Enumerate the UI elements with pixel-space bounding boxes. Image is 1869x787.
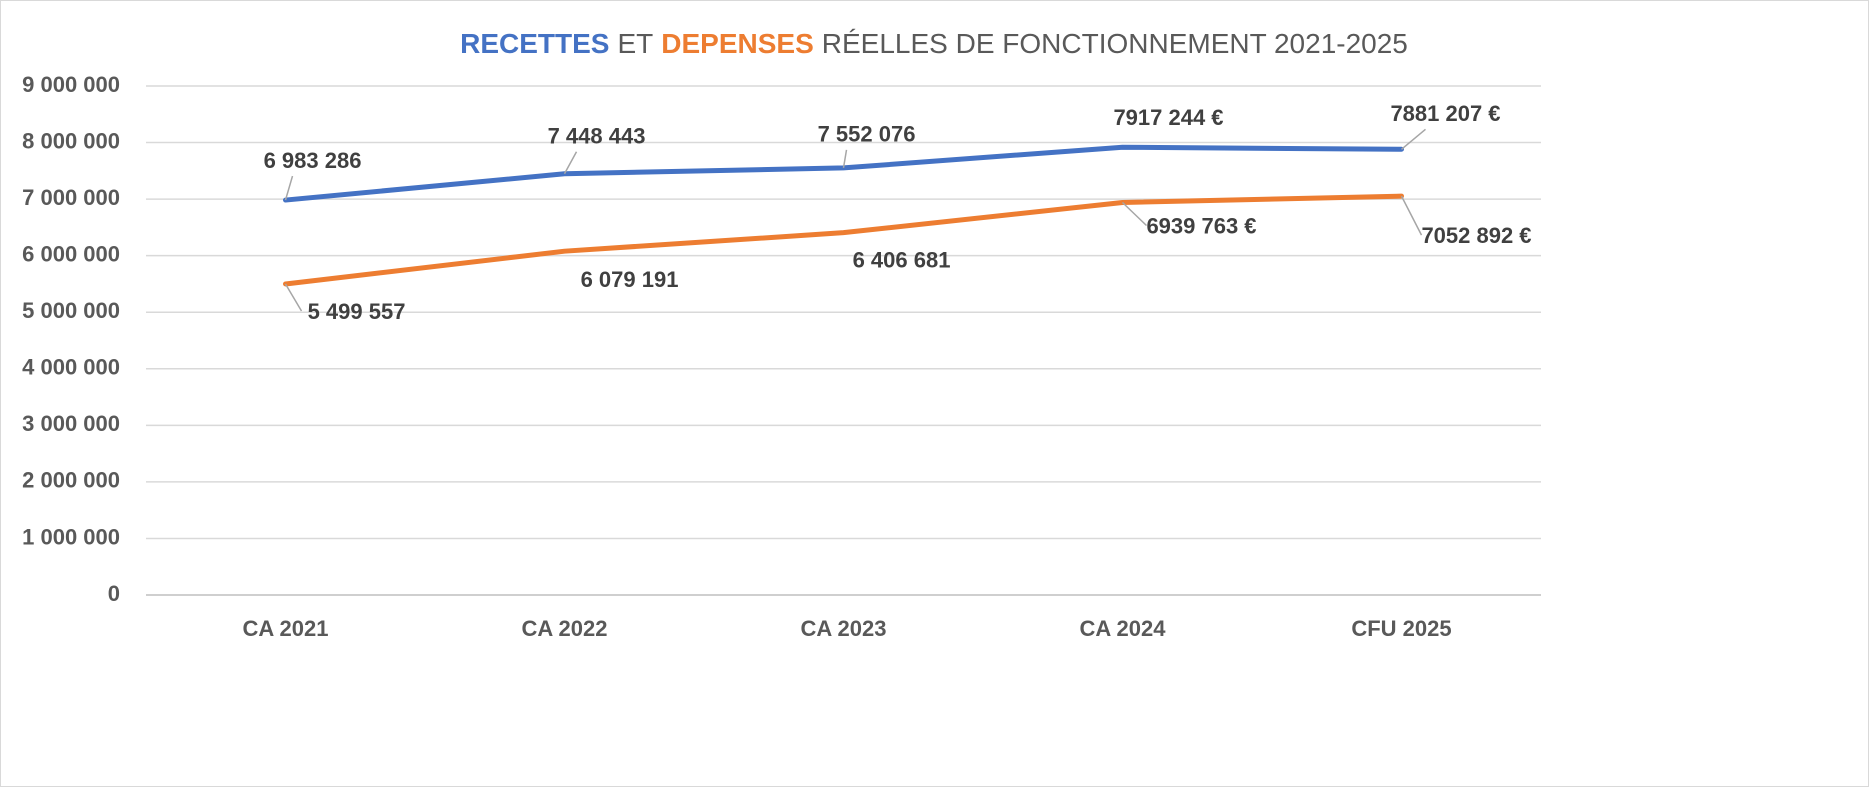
data-label: 7052 892 € (1421, 223, 1531, 248)
leader-line (842, 149, 848, 169)
y-tick-label: 6 000 000 (22, 241, 120, 266)
leader-line (284, 283, 303, 312)
data-label: 6939 763 € (1146, 213, 1256, 238)
leader-line (1401, 128, 1426, 150)
y-tick-label: 7 000 000 (22, 185, 120, 210)
data-label: 7 448 443 (548, 124, 646, 149)
line (283, 193, 1404, 287)
data-label: 6 983 286 (264, 148, 362, 173)
title-part: ET (617, 28, 653, 59)
y-tick-label: 2 000 000 (22, 468, 120, 493)
title-part: DEPENSES (661, 28, 814, 59)
data-label: 7917 244 € (1113, 105, 1223, 130)
leader-line (563, 151, 578, 175)
leader-line (1400, 195, 1423, 236)
y-tick-label: 8 000 000 (22, 128, 120, 153)
y-tick-label: 3 000 000 (22, 411, 120, 436)
x-tick-label: CA 2023 (800, 616, 886, 641)
title-part: RÉELLES DE FONCTIONNEMENT 2021-2025 (822, 28, 1408, 59)
data-label: 7 552 076 (818, 122, 916, 147)
y-tick-label: 9 000 000 (22, 72, 120, 97)
x-tick-label: CFU 2025 (1351, 616, 1451, 641)
leader-line (284, 175, 294, 201)
data-label: 6 406 681 (853, 247, 951, 272)
chart-title: RECETTES ET DEPENSES RÉELLES DE FONCTIONNEM… (460, 28, 1408, 59)
data-label: 6 079 191 (581, 267, 679, 292)
data-label: 5 499 557 (308, 299, 406, 324)
y-tick-label: 4 000 000 (22, 355, 120, 380)
data-label: 7881 207 € (1390, 101, 1500, 126)
y-tick-label: 0 (108, 581, 120, 606)
title-part: RECETTES (460, 28, 609, 59)
y-tick-label: 1 000 000 (22, 524, 120, 549)
x-tick-label: CA 2022 (521, 616, 607, 641)
x-tick-label: CA 2024 (1079, 616, 1166, 641)
x-tick-label: CA 2021 (242, 616, 328, 641)
y-tick-label: 5 000 000 (22, 298, 120, 323)
leader-line (1121, 201, 1148, 227)
